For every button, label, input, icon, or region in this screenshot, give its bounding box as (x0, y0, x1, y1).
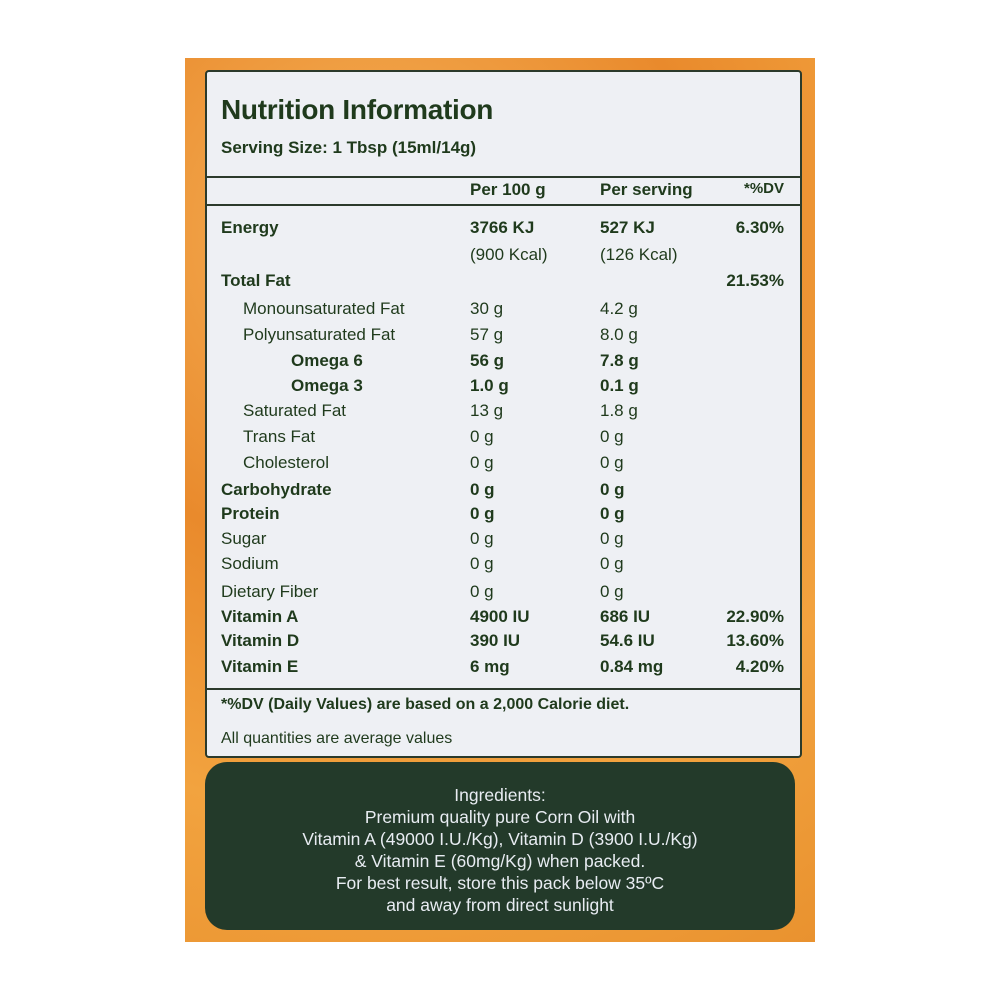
value-per-serving: 527 KJ (600, 218, 655, 237)
nutrient-row: Monounsaturated Fat 30 g 4.2 g (207, 299, 800, 324)
nutrient-row: Cholesterol 0 g 0 g (207, 453, 800, 478)
divider (207, 204, 800, 206)
value-per-serving: 1.8 g (600, 401, 638, 420)
nutrient-row: Sugar 0 g 0 g (207, 529, 800, 554)
footnote: *%DV (Daily Values) are based on a 2,000… (221, 696, 630, 713)
nutrient-name: Vitamin A (221, 607, 299, 626)
value-per-serving: 0 g (600, 453, 624, 472)
nutrient-name: Sodium (221, 554, 279, 573)
nutrient-row: Carbohydrate 0 g 0 g (207, 480, 800, 505)
nutrient-name: Vitamin D (221, 631, 300, 650)
value-per100: 13 g (470, 401, 504, 420)
value-per100: 0 g (470, 453, 494, 472)
value-per-serving: 0 g (600, 504, 625, 523)
nutrient-row: Omega 3 1.0 g 0.1 g (207, 376, 800, 401)
value-dv: 4.20% (735, 657, 784, 676)
col-dv: *%DV (743, 180, 784, 197)
value-per100: 30 g (470, 299, 504, 318)
nutrient-row: Saturated Fat 13 g 1.8 g (207, 401, 800, 426)
ingredients-line: For best result, store this pack below 3… (335, 873, 665, 893)
value-per-serving: 0 g (600, 427, 624, 446)
value-per100: 4900 IU (470, 607, 530, 626)
nutrient-row: Sodium 0 g 0 g (207, 554, 800, 579)
value-dv: 22.90% (726, 607, 784, 626)
value-dv: 6.30% (735, 218, 784, 237)
nutrient-name: Polyunsaturated Fat (243, 325, 396, 344)
nutrient-name: Saturated Fat (243, 401, 347, 420)
value-per-serving-kcal: (126 Kcal) (600, 245, 678, 264)
nutrient-row: Polyunsaturated Fat 57 g 8.0 g (207, 325, 800, 350)
nutrient-name: Omega 6 (291, 351, 363, 370)
nutrient-row: Vitamin A 4900 IU 686 IU 22.90% (207, 607, 800, 632)
value-per100: 1.0 g (470, 376, 509, 395)
value-per100: 0 g (470, 582, 494, 601)
divider (207, 176, 800, 178)
value-per-serving: 0 g (600, 554, 624, 573)
value-dv: 13.60% (726, 631, 784, 650)
nutrient-row: Omega 6 56 g 7.8 g (207, 351, 800, 376)
value-per100: 0 g (470, 504, 495, 523)
label-title: Nutrition Information (221, 94, 494, 125)
value-per100: 6 mg (470, 657, 510, 676)
value-per-serving: 0 g (600, 529, 624, 548)
nutrient-name: Energy (221, 218, 279, 237)
nutrient-row: Vitamin E 6 mg 0.84 mg 4.20% (207, 657, 800, 682)
value-per-serving: 7.8 g (600, 351, 639, 370)
value-per-serving: 686 IU (600, 607, 651, 626)
col-per-serving: Per serving (600, 180, 693, 199)
nutrient-row: Protein 0 g 0 g (207, 504, 800, 529)
value-per-serving: 0 g (600, 582, 624, 601)
nutrient-name: Sugar (221, 529, 267, 548)
value-per100: 3766 KJ (470, 218, 535, 237)
divider (207, 688, 800, 690)
nutrient-name: Omega 3 (291, 376, 363, 395)
nutrient-name: Monounsaturated Fat (243, 299, 405, 318)
nutrient-name: Protein (221, 504, 280, 523)
value-per100-kcal: (900 Kcal) (470, 245, 548, 264)
value-per-serving: 8.0 g (600, 325, 638, 344)
col-per100: Per 100 g (470, 180, 546, 199)
value-per-serving: 0.84 mg (600, 657, 664, 676)
nutrient-row: Energy 3766 KJ 527 KJ 6.30% (900 Kcal) (126 K… (207, 218, 800, 264)
ingredients-panel: Ingredients: Premium quality pure Corn O… (205, 762, 795, 930)
value-per-serving: 4.2 g (600, 299, 638, 318)
nutrient-row: Total Fat 21.53% (207, 271, 800, 296)
value-per100: 0 g (470, 427, 494, 446)
ingredients-line: Vitamin A (49000 I.U./Kg), Vitamin D (39… (302, 829, 698, 849)
nutrient-name: Cholesterol (243, 453, 329, 472)
nutrient-name: Total Fat (221, 271, 291, 290)
nutrient-name: Dietary Fiber (221, 582, 319, 601)
nutrient-row: Dietary Fiber 0 g 0 g (207, 582, 800, 607)
value-per100: 56 g (470, 351, 505, 370)
value-per-serving: 0.1 g (600, 376, 639, 395)
nutrient-name: Trans Fat (243, 427, 316, 446)
nutrient-name: Carbohydrate (221, 480, 332, 499)
serving-size: Serving Size: 1 Tbsp (15ml/14g) (221, 138, 477, 157)
ingredients-line: & Vitamin E (60mg/Kg) when packed. (354, 851, 646, 871)
ingredients-line: and away from direct sunlight (386, 895, 614, 915)
value-dv: 21.53% (726, 271, 784, 290)
nutrient-row: Trans Fat 0 g 0 g (207, 427, 800, 452)
value-per100: 57 g (470, 325, 504, 344)
value-per100: 0 g (470, 480, 495, 499)
value-per-serving: 54.6 IU (600, 631, 655, 650)
nutrient-row: Vitamin D 390 IU 54.6 IU 13.60% (207, 631, 800, 656)
ingredients-heading: Ingredients: (454, 785, 546, 805)
ingredients-line: Premium quality pure Corn Oil with (364, 807, 636, 827)
value-per100: 0 g (470, 529, 494, 548)
value-per100: 390 IU (470, 631, 521, 650)
nutrient-name: Vitamin E (221, 657, 299, 676)
nutrition-label: Nutrition Information Serving Size: 1 Tb… (205, 70, 802, 758)
value-per100: 0 g (470, 554, 494, 573)
value-per-serving: 0 g (600, 480, 625, 499)
footnote-average: All quantities are average values (221, 730, 453, 747)
